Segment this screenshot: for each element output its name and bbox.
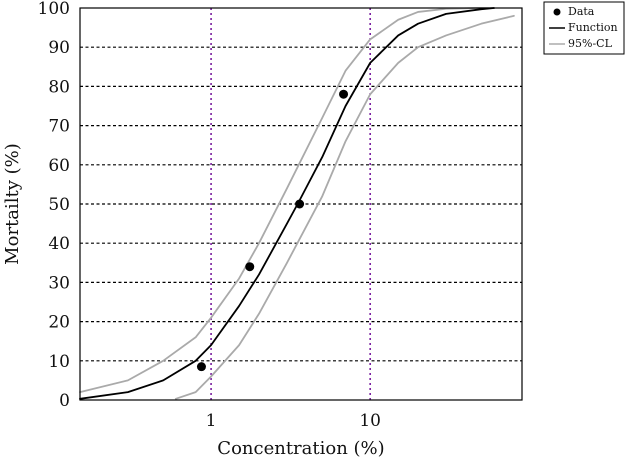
reference-lines (210, 8, 371, 400)
legend-label-function: Function (568, 21, 618, 34)
x-axis-label: Concentration (%) (217, 438, 384, 459)
data-point (295, 199, 305, 209)
y-tick-label: 0 (59, 391, 70, 411)
y-tick-label: 80 (48, 77, 70, 97)
x-tick-label: 1 (206, 411, 217, 431)
legend-marker-data (553, 8, 561, 16)
y-axis-label: Mortailty (%) (2, 143, 23, 265)
legend: Data Function 95%-CL (543, 1, 625, 55)
y-tick-labels: 0 10 20 30 40 50 60 70 80 90 100 (38, 0, 70, 411)
legend-label-ci: 95%-CL (568, 37, 613, 50)
y-tick-label: 70 (48, 117, 70, 137)
y-tick-label: 40 (48, 234, 70, 254)
data-point (196, 362, 206, 372)
y-tick-label: 20 (48, 313, 70, 333)
y-tick-label: 100 (38, 0, 70, 19)
y-tick-label: 10 (48, 352, 70, 372)
data-point (339, 89, 349, 99)
y-tick-label: 60 (48, 156, 70, 176)
y-tick-label: 30 (48, 273, 70, 293)
data-points (196, 89, 349, 372)
plot-frame (79, 7, 523, 401)
ci-upper-curve (79, 7, 495, 394)
x-tick-label: 10 (359, 411, 381, 431)
ci-lower-curve (174, 14, 515, 400)
y-tick-label: 90 (48, 38, 70, 58)
confidence-bands (79, 7, 515, 400)
y-tick-label: 50 (48, 195, 70, 215)
data-point (245, 262, 255, 272)
x-tick-labels: 1 10 (206, 411, 381, 431)
legend-label-data: Data (568, 5, 595, 18)
